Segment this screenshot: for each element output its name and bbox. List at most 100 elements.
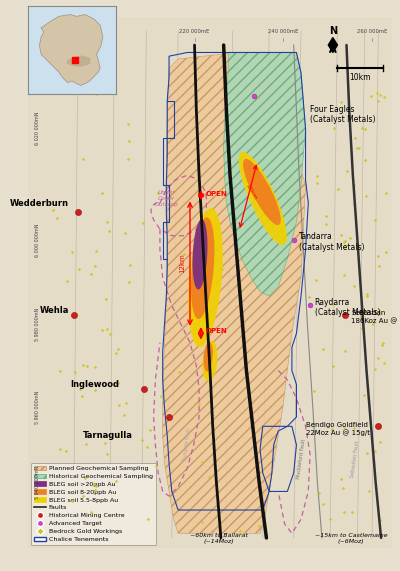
Point xyxy=(121,411,127,420)
Point xyxy=(145,514,151,523)
Point xyxy=(54,213,60,222)
Point xyxy=(353,240,360,249)
Polygon shape xyxy=(191,218,214,319)
Point xyxy=(57,444,64,453)
Text: 10km: 10km xyxy=(350,73,371,82)
Point xyxy=(311,387,317,396)
Point xyxy=(350,200,357,209)
Point xyxy=(375,96,381,105)
Text: OPEN: OPEN xyxy=(206,328,227,335)
Point xyxy=(91,479,98,488)
Point xyxy=(82,474,88,483)
Point xyxy=(125,154,131,163)
Point xyxy=(338,231,344,240)
Polygon shape xyxy=(202,341,218,381)
Point xyxy=(93,247,99,256)
Point xyxy=(362,124,368,134)
Point xyxy=(196,399,202,408)
Point xyxy=(92,363,98,372)
Point xyxy=(80,155,86,164)
Point xyxy=(327,514,333,524)
Point xyxy=(369,320,376,329)
Point xyxy=(217,186,223,195)
Legend: Planned Geochemical Sampling, Historical Geochemical Sampling, BLEG soil >20ppb : Planned Geochemical Sampling, Historical… xyxy=(31,463,156,545)
Point xyxy=(374,89,380,98)
Point xyxy=(377,516,383,525)
Point xyxy=(341,271,348,280)
Text: Muckleford Fault: Muckleford Fault xyxy=(296,439,306,479)
Point xyxy=(139,436,146,445)
Point xyxy=(338,475,344,484)
Point xyxy=(126,136,132,145)
Polygon shape xyxy=(328,38,338,53)
Polygon shape xyxy=(243,159,281,225)
Point xyxy=(362,155,368,164)
Point xyxy=(79,360,86,369)
Point xyxy=(364,448,371,457)
Point xyxy=(92,385,98,395)
Point xyxy=(158,391,164,400)
Point xyxy=(376,307,382,316)
Point xyxy=(144,443,150,452)
Point xyxy=(104,217,110,226)
Polygon shape xyxy=(68,56,90,66)
Point xyxy=(320,344,326,353)
Point xyxy=(316,488,322,497)
Point xyxy=(372,364,378,373)
Point xyxy=(375,354,381,363)
Text: 240 000mE: 240 000mE xyxy=(268,29,298,34)
Point xyxy=(91,485,98,494)
Point xyxy=(153,461,159,470)
Point xyxy=(379,340,385,349)
Point xyxy=(88,270,94,279)
Point xyxy=(306,293,312,302)
Point xyxy=(351,424,357,433)
Point xyxy=(358,324,365,333)
Text: 12km: 12km xyxy=(180,254,186,274)
Point xyxy=(362,308,369,317)
Text: Wehla: Wehla xyxy=(40,305,69,315)
Point xyxy=(383,248,389,257)
Point xyxy=(340,242,347,251)
Point xyxy=(330,300,336,309)
Point xyxy=(351,180,357,190)
Point xyxy=(237,526,243,535)
Point xyxy=(314,179,320,188)
Point xyxy=(154,188,161,197)
Point xyxy=(140,219,146,228)
Point xyxy=(349,507,356,516)
Point xyxy=(329,424,336,433)
Point xyxy=(93,481,99,490)
Text: Under
Cover
Outcrop: Under Cover Outcrop xyxy=(154,190,178,207)
Point xyxy=(114,429,121,438)
Point xyxy=(115,379,122,388)
Point xyxy=(199,457,206,467)
Point xyxy=(147,426,154,435)
Point xyxy=(255,521,262,530)
Text: ~15km to Castlemaine
(~6Moz): ~15km to Castlemaine (~6Moz) xyxy=(315,533,387,544)
Point xyxy=(175,367,182,376)
Point xyxy=(380,339,386,348)
Point xyxy=(69,496,75,505)
Polygon shape xyxy=(163,53,306,533)
Text: 12km: 12km xyxy=(244,183,258,201)
Text: Sebastian
186Koz Au @ 13.2g/t: Sebastian 186Koz Au @ 13.2g/t xyxy=(351,309,400,324)
Text: Tandarra
(Catalyst Metals): Tandarra (Catalyst Metals) xyxy=(299,232,365,252)
Point xyxy=(104,324,110,333)
Point xyxy=(113,477,120,486)
Point xyxy=(78,392,85,401)
Point xyxy=(84,362,90,371)
Point xyxy=(383,189,389,198)
Point xyxy=(181,250,187,259)
Point xyxy=(88,508,95,517)
Point xyxy=(358,313,364,322)
Point xyxy=(127,260,133,270)
Point xyxy=(50,206,56,215)
Point xyxy=(56,366,63,375)
Point xyxy=(341,422,347,431)
Point xyxy=(126,278,132,287)
Text: ~60km to Ballarat
(~14Moz): ~60km to Ballarat (~14Moz) xyxy=(190,533,248,544)
Point xyxy=(92,261,98,270)
Point xyxy=(72,367,78,376)
Point xyxy=(372,215,378,224)
